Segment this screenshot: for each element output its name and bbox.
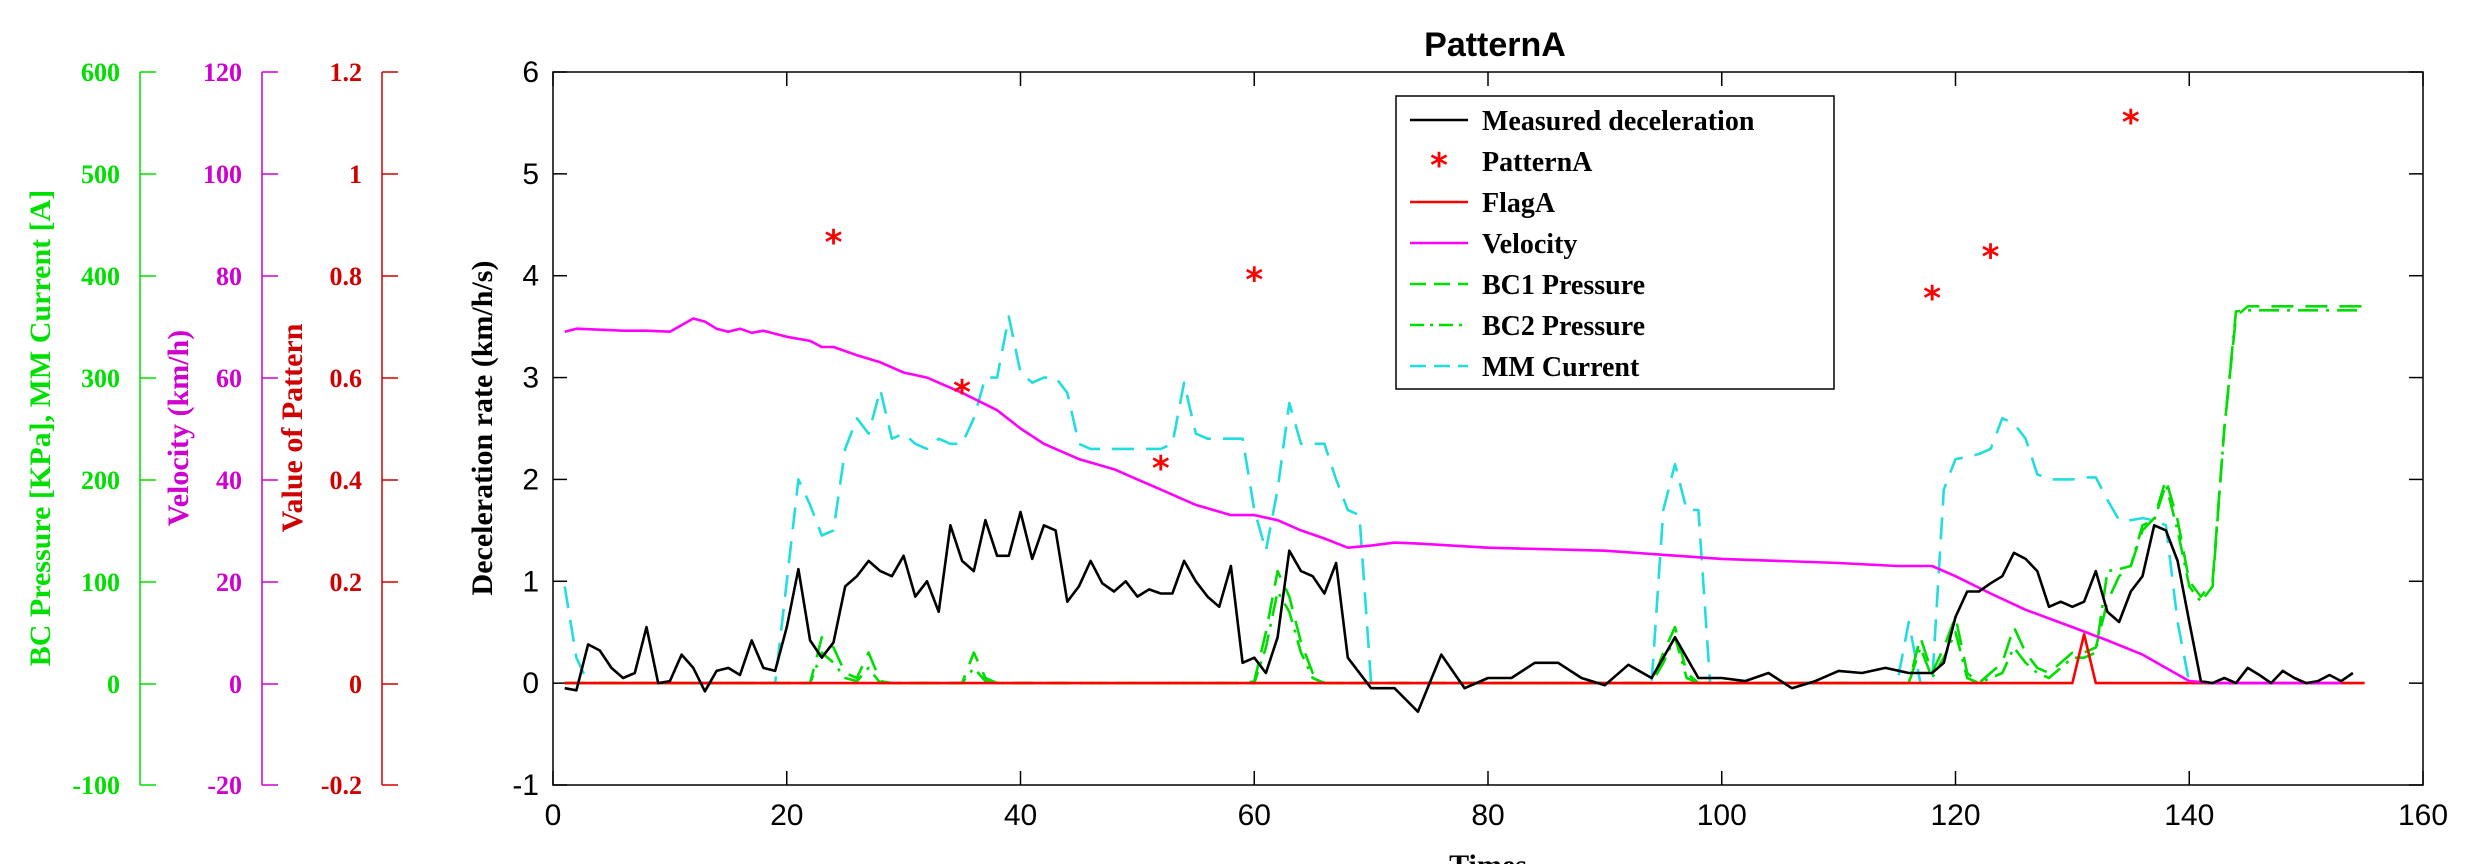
pattern-marker: * xyxy=(1982,237,2000,277)
extra-axis-tick-label: 60 xyxy=(216,364,242,393)
pattern-marker: * xyxy=(825,223,843,263)
x-tick-label: 140 xyxy=(2164,799,2214,832)
extra-axis-tick-label: 500 xyxy=(81,160,120,189)
legend-label: BC2 Pressure xyxy=(1482,311,1645,342)
pattern-marker: * xyxy=(1923,279,1941,319)
extra-axis-tick-label: 200 xyxy=(81,466,120,495)
x-tick-label: 120 xyxy=(1930,799,1980,832)
y-tick-label: 3 xyxy=(522,362,539,395)
extra-axis-tick-label: 0.6 xyxy=(330,364,363,393)
extra-axis-label: BC Pressure [KPa], MM Current [A] xyxy=(24,190,57,667)
legend-label: Measured deceleration xyxy=(1482,106,1755,137)
chart-title: PatternA xyxy=(1424,26,1566,64)
x-tick-label: 160 xyxy=(2398,799,2448,832)
extra-axis-tick-label: 0 xyxy=(229,670,242,699)
extra-axis-tick-label: -0.2 xyxy=(321,771,362,800)
extra-axis-tick-label: 100 xyxy=(203,160,242,189)
extra-axis-tick-label: 120 xyxy=(203,58,242,87)
pattern-marker: * xyxy=(2122,103,2140,143)
extra-axis-label: Velocity (km/h) xyxy=(162,330,195,526)
series-line-mm-current xyxy=(563,315,2365,685)
extra-axis-tick-label: 80 xyxy=(216,262,242,291)
legend-label: FlagA xyxy=(1482,188,1556,219)
legend-marker: * xyxy=(1430,146,1448,186)
extra-axis-tick-label: -20 xyxy=(207,771,242,800)
extra-axis-tick-label: 0.2 xyxy=(330,568,363,597)
extra-axis-tick-label: 1.2 xyxy=(330,58,363,87)
y-tick-label: 4 xyxy=(522,260,539,293)
legend-label: PatternA xyxy=(1482,147,1593,178)
x-axis-label: Times xyxy=(1449,849,1527,864)
pattern-marker: * xyxy=(1152,449,1170,489)
legend: Measured deceleration * PatternA FlagA Veloc… xyxy=(1395,95,1835,390)
x-tick-label: 100 xyxy=(1697,799,1747,832)
extra-axis-tick-label: 0.8 xyxy=(330,262,363,291)
legend-label: MM Current xyxy=(1482,352,1640,383)
legend-box xyxy=(1395,95,1835,390)
series-line-velocity xyxy=(564,317,2342,685)
y-axis-label: Deceleration rate (km/h/s) xyxy=(466,261,499,596)
series-line-flaga xyxy=(564,632,2365,685)
y-tick-label: 2 xyxy=(522,463,539,496)
extra-axis-label: Value of Pattern xyxy=(276,323,309,532)
legend-label: Velocity xyxy=(1482,229,1577,260)
extra-axis-tick-label: 100 xyxy=(81,568,120,597)
x-tick-label: 20 xyxy=(770,799,803,832)
extra-axis-tick-label: 0 xyxy=(349,670,362,699)
extra-axis-tick-label: 300 xyxy=(81,364,120,393)
extra-axis-tick-label: 600 xyxy=(81,58,120,87)
extra-axis-tick-label: 1 xyxy=(349,160,362,189)
extra-axis-tick-label: -100 xyxy=(72,771,120,800)
y-tick-label: 1 xyxy=(522,565,539,598)
extra-axis-tick-label: 20 xyxy=(216,568,242,597)
y-tick-label: 6 xyxy=(522,56,539,89)
x-tick-label: 80 xyxy=(1471,799,1504,832)
series-layer: * * * * * * * xyxy=(563,103,2365,714)
x-tick-label: 0 xyxy=(545,799,562,832)
extra-axis-tick-label: 40 xyxy=(216,466,242,495)
pattern-marker: * xyxy=(1245,261,1263,301)
y-tick-label: 0 xyxy=(522,667,539,700)
extra-axis-tick-label: 0 xyxy=(107,670,120,699)
y-tick-label: -1 xyxy=(512,769,539,802)
extra-axis-tick-label: 0.4 xyxy=(330,466,363,495)
legend-label: BC1 Pressure xyxy=(1482,270,1645,301)
x-tick-label: 40 xyxy=(1004,799,1037,832)
x-tick-label: 60 xyxy=(1238,799,1271,832)
pattern-marker: * xyxy=(953,373,971,413)
series-line-measured-deceleration xyxy=(564,510,2354,714)
extra-axis-tick-label: 400 xyxy=(81,262,120,291)
y-tick-label: 5 xyxy=(522,158,539,191)
